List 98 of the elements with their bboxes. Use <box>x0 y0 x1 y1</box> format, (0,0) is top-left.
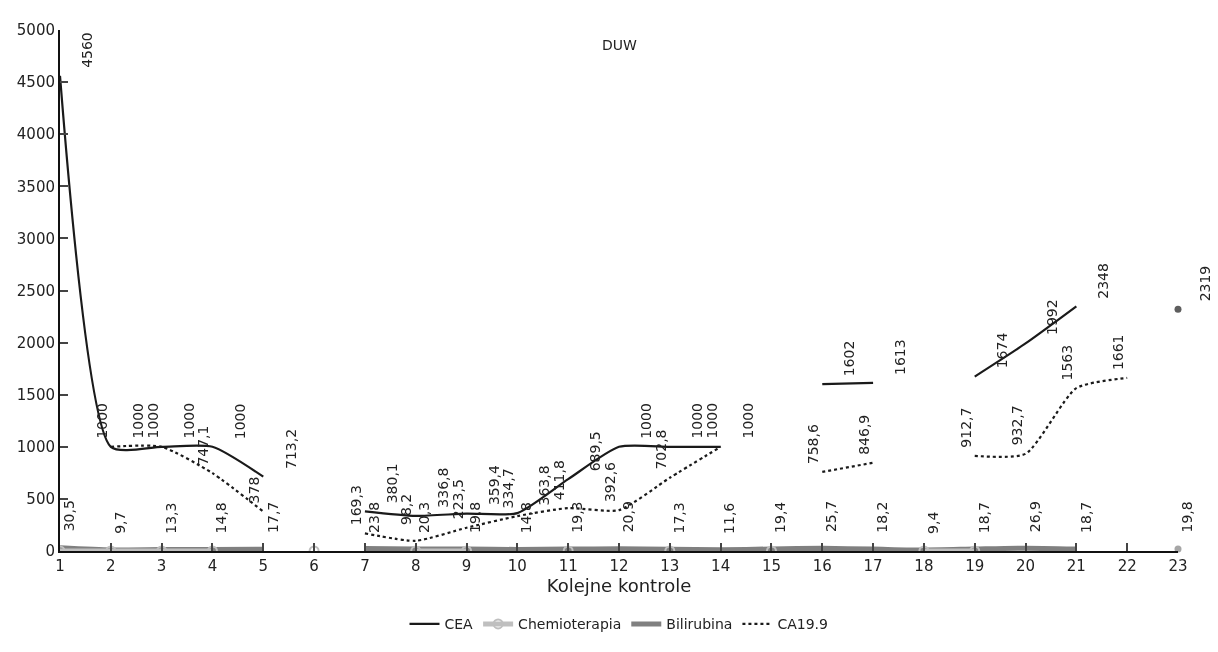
x-tick-label: 20 <box>1016 557 1036 575</box>
x-tick-label: 16 <box>812 557 832 575</box>
x-tick-label: 15 <box>761 557 781 575</box>
x-tick-label: 19 <box>965 557 985 575</box>
data-label: 1000 <box>689 402 706 439</box>
data-label: 1661 <box>1110 334 1127 371</box>
data-label: 846,9 <box>856 414 873 455</box>
data-label: 30,5 <box>60 500 77 532</box>
data-label: 9,7 <box>111 511 128 534</box>
data-label: 1613 <box>892 339 909 376</box>
data-label: 98,2 <box>398 493 415 525</box>
data-label: 702,8 <box>653 429 670 470</box>
y-tick-label: 3500 <box>16 177 55 196</box>
data-label: 1602 <box>841 340 858 377</box>
y-tick-label: 2000 <box>16 333 55 352</box>
x-tick-label: 13 <box>660 557 680 575</box>
data-label: 13,3 <box>162 502 179 534</box>
data-label: 1000 <box>130 402 147 439</box>
data-label: 378 <box>246 476 263 504</box>
data-label: 18,7 <box>1077 501 1094 533</box>
x-tick-label: 12 <box>609 557 629 575</box>
x-tick-label: 3 <box>156 557 167 575</box>
data-label: 363,8 <box>536 465 553 506</box>
data-label: 20,3 <box>416 501 433 534</box>
x-tick-label: 21 <box>1066 557 1086 575</box>
y-tick-label: 4000 <box>16 125 55 144</box>
data-label: 223,5 <box>449 479 466 520</box>
data-label: 1000 <box>94 402 111 439</box>
data-label: 1000 <box>231 403 248 440</box>
data-label: 334,7 <box>500 468 517 509</box>
data-label: 1992 <box>1044 299 1061 335</box>
data-label: 392,6 <box>601 461 618 503</box>
data-label: 1000 <box>703 402 720 439</box>
data-label: 2319 <box>1196 265 1213 302</box>
legend-label: CEA <box>444 616 474 633</box>
data-label: 19,8 <box>1178 501 1195 533</box>
data-label: 713,2 <box>282 428 299 469</box>
data-label: 23,8 <box>365 501 382 533</box>
x-tick-label: 10 <box>507 557 527 575</box>
data-label: 14,8 <box>518 502 535 534</box>
y-tick-label: 5000 <box>16 21 55 40</box>
data-label: 1000 <box>739 402 756 439</box>
data-label: 932,7 <box>1008 405 1025 446</box>
data-label: 912,7 <box>957 407 974 448</box>
data-label: 9,4 <box>924 511 941 534</box>
x-tick-label: 9 <box>461 557 472 575</box>
y-tick-label: 1000 <box>16 438 55 457</box>
data-label: 19,8 <box>467 501 484 533</box>
data-label: 411,8 <box>551 460 568 501</box>
data-label: 18,2 <box>874 501 891 533</box>
data-label: 169,3 <box>347 485 364 526</box>
legend-label: CA19.9 <box>777 616 828 633</box>
x-tick-label: 18 <box>914 557 934 575</box>
y-tick-label: 0 <box>45 542 55 561</box>
data-label: 1674 <box>994 332 1011 369</box>
x-tick-label: 17 <box>863 557 883 575</box>
x-tick-label: 7 <box>360 557 370 575</box>
data-label: 17,7 <box>264 501 281 533</box>
x-tick-label: 14 <box>711 557 731 575</box>
data-label: 747,1 <box>195 425 212 466</box>
x-tick-label: 23 <box>1168 557 1188 575</box>
legend-label: Chemioterapia <box>518 616 622 633</box>
data-label: 26,9 <box>1026 501 1043 533</box>
y-tick-label: 500 <box>26 490 55 509</box>
data-label: 359,4 <box>486 464 502 506</box>
x-tick-label: 8 <box>410 557 421 575</box>
x-tick-label: 6 <box>309 557 319 575</box>
legend-label: Bilirubina <box>666 616 733 633</box>
y-tick-label: 1500 <box>16 385 55 404</box>
x-tick-label: 11 <box>558 557 578 575</box>
data-label: 1000 <box>638 403 655 439</box>
x-tick-label: 22 <box>1117 557 1137 575</box>
x-tick-label: 1 <box>55 557 65 575</box>
data-label: 1563 <box>1059 344 1076 381</box>
data-label: 380,1 <box>383 463 400 504</box>
data-label: 19,3 <box>568 501 585 533</box>
data-label: 1000 <box>144 402 161 439</box>
data-label: 689,5 <box>587 431 604 472</box>
x-tick-label: 4 <box>207 557 218 575</box>
data-label: 20,9 <box>619 501 636 533</box>
data-label: 11,6 <box>721 502 738 534</box>
y-tick-label: 4500 <box>16 73 55 92</box>
data-label: 4560 <box>79 32 96 68</box>
data-label: 2348 <box>1095 263 1112 299</box>
data-label: 758,6 <box>805 424 822 465</box>
data-label: 18,7 <box>976 502 993 534</box>
text: DUW <box>602 37 638 53</box>
x-axis-title: Kolejne kontrole <box>546 575 692 596</box>
data-label: 1000 <box>180 402 197 439</box>
data-label: 19,4 <box>771 501 788 533</box>
x-tick-label: 2 <box>106 557 116 575</box>
data-label: 14,8 <box>213 502 230 534</box>
y-tick-label: 3000 <box>16 229 55 248</box>
data-label: 17,3 <box>671 502 688 534</box>
data-label: 336,8 <box>434 467 451 508</box>
data-label: 25,7 <box>823 500 840 533</box>
y-tick-label: 2500 <box>16 281 55 300</box>
x-tick-label: 5 <box>258 557 269 575</box>
